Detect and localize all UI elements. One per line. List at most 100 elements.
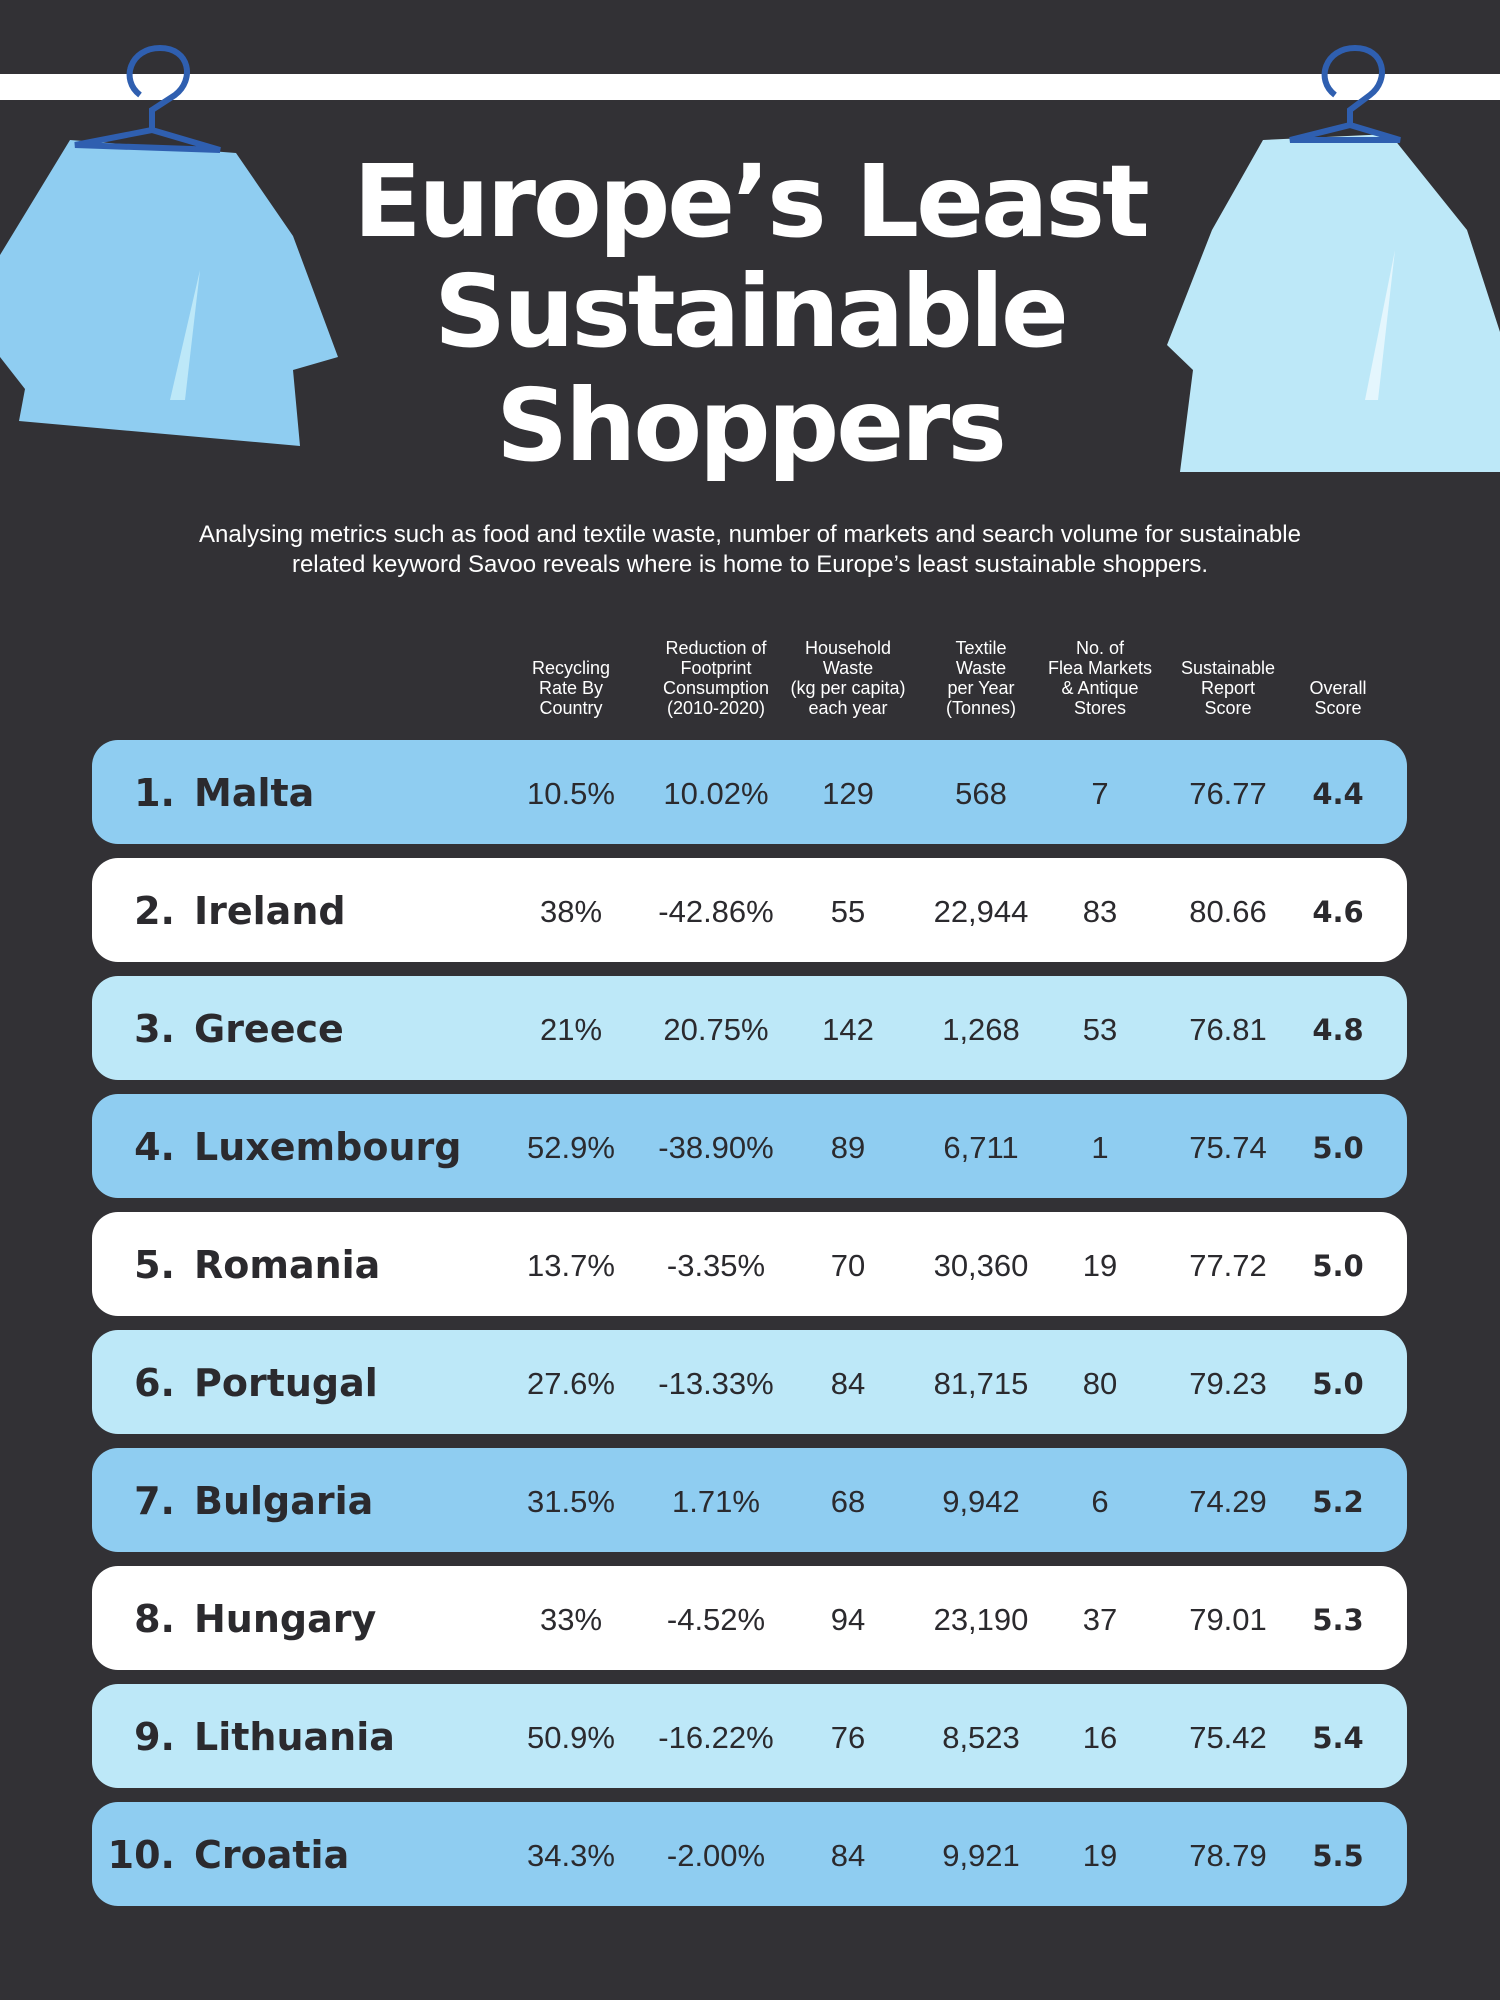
cell: 80.66 bbox=[1189, 894, 1267, 929]
row-background bbox=[92, 1448, 1407, 1552]
rank: 4. bbox=[134, 1125, 175, 1169]
cell: 74.29 bbox=[1189, 1484, 1267, 1519]
table-row: 8. Hungary 33% -4.52% 94 23,190 37 79.01 5.3 bbox=[92, 1566, 1407, 1670]
table-row: 3. Greece 21% 20.75% 142 1,268 53 76.81 4.8 bbox=[92, 976, 1407, 1080]
column-header: Score bbox=[1204, 698, 1251, 718]
title-line: Europe’s Least bbox=[353, 143, 1148, 260]
cell: 6,711 bbox=[943, 1130, 1018, 1165]
cell: 10.5% bbox=[527, 776, 615, 811]
column-header: Report bbox=[1201, 678, 1255, 698]
country: Bulgaria bbox=[194, 1479, 373, 1523]
cell: -16.22% bbox=[658, 1720, 773, 1755]
overall-score: 5.4 bbox=[1312, 1721, 1363, 1755]
cell: 9,942 bbox=[942, 1484, 1020, 1519]
overall-score: 5.0 bbox=[1312, 1131, 1363, 1165]
country: Portugal bbox=[194, 1361, 378, 1405]
cell: 129 bbox=[822, 776, 874, 811]
cell: 77.72 bbox=[1189, 1248, 1267, 1283]
row-background bbox=[92, 1212, 1407, 1316]
country: Hungary bbox=[194, 1597, 376, 1641]
column-header: (Tonnes) bbox=[946, 698, 1016, 718]
column-header: Recycling bbox=[532, 658, 610, 678]
rank: 9. bbox=[134, 1715, 175, 1759]
cell: 6 bbox=[1091, 1484, 1108, 1519]
cell: 21% bbox=[540, 1012, 602, 1047]
cell: 19 bbox=[1083, 1248, 1117, 1283]
column-header: Textile bbox=[955, 638, 1006, 658]
row-background bbox=[92, 1094, 1407, 1198]
table-row: 10. Croatia 34.3% -2.00% 84 9,921 19 78.79 5.5 bbox=[92, 1802, 1407, 1906]
table-row: 6. Portugal 27.6% -13.33% 84 81,715 80 79.23 5.0 bbox=[92, 1330, 1407, 1434]
cell: -42.86% bbox=[658, 894, 773, 929]
cell: 1 bbox=[1091, 1130, 1108, 1165]
country: Greece bbox=[194, 1007, 344, 1051]
cell: 37 bbox=[1083, 1602, 1117, 1637]
cell: 22,944 bbox=[934, 894, 1029, 929]
cell: 33% bbox=[540, 1602, 602, 1637]
column-header: No. of bbox=[1076, 638, 1125, 658]
shirt bbox=[1167, 134, 1500, 472]
cell: 34.3% bbox=[527, 1838, 615, 1873]
rail bbox=[0, 74, 1500, 100]
cell: 79.23 bbox=[1189, 1366, 1267, 1401]
cell: 70 bbox=[831, 1248, 865, 1283]
cell: 81,715 bbox=[934, 1366, 1029, 1401]
cell: 1,268 bbox=[942, 1012, 1020, 1047]
column-header: Rate By bbox=[539, 678, 603, 698]
cell: 84 bbox=[831, 1838, 865, 1873]
column-header: Overall bbox=[1309, 678, 1366, 698]
title-line: Sustainable bbox=[434, 253, 1066, 370]
shirt-shine bbox=[170, 270, 200, 400]
column-header: Consumption bbox=[663, 678, 769, 698]
overall-score: 5.0 bbox=[1312, 1367, 1363, 1401]
cell: 76.77 bbox=[1189, 776, 1267, 811]
title-line: Shoppers bbox=[496, 367, 1004, 484]
table-row: 4. Luxembourg 52.9% -38.90% 89 6,711 1 75.74 5.0 bbox=[92, 1094, 1407, 1198]
cell: 7 bbox=[1091, 776, 1108, 811]
overall-score: 4.4 bbox=[1312, 777, 1363, 811]
cell: 27.6% bbox=[527, 1366, 615, 1401]
cell: -38.90% bbox=[658, 1130, 773, 1165]
column-header: Stores bbox=[1074, 698, 1126, 718]
cell: 84 bbox=[831, 1366, 865, 1401]
column-header: per Year bbox=[947, 678, 1014, 698]
cell: 10.02% bbox=[663, 776, 768, 811]
column-header: Score bbox=[1314, 698, 1361, 718]
country: Malta bbox=[194, 771, 314, 815]
column-header: Flea Markets bbox=[1048, 658, 1152, 678]
cell: 23,190 bbox=[934, 1602, 1029, 1637]
cell: 76 bbox=[831, 1720, 865, 1755]
cell: -13.33% bbox=[658, 1366, 773, 1401]
rank: 2. bbox=[134, 889, 175, 933]
country: Croatia bbox=[194, 1833, 349, 1877]
row-background bbox=[92, 1802, 1407, 1906]
table-row: 7. Bulgaria 31.5% 1.71% 68 9,942 6 74.29 5.2 bbox=[92, 1448, 1407, 1552]
country: Romania bbox=[194, 1243, 380, 1287]
cell: 75.42 bbox=[1189, 1720, 1267, 1755]
cell: 20.75% bbox=[663, 1012, 768, 1047]
cell: -4.52% bbox=[667, 1602, 765, 1637]
cell: 89 bbox=[831, 1130, 865, 1165]
cell: 78.79 bbox=[1189, 1838, 1267, 1873]
cell: 568 bbox=[955, 776, 1007, 811]
cell: 13.7% bbox=[527, 1248, 615, 1283]
subtitle-line: related keyword Savoo reveals where is h… bbox=[292, 551, 1208, 578]
column-header: Waste bbox=[823, 658, 873, 678]
cell: 80 bbox=[1083, 1366, 1117, 1401]
table-row: 2. Ireland 38% -42.86% 55 22,944 83 80.66 4.6 bbox=[92, 858, 1407, 962]
cell: 76.81 bbox=[1189, 1012, 1267, 1047]
row-background bbox=[92, 1330, 1407, 1434]
subtitle-line: Analysing metrics such as food and texti… bbox=[199, 521, 1301, 548]
cell: 30,360 bbox=[934, 1248, 1029, 1283]
column-header: Household bbox=[805, 638, 891, 658]
cell: 1.71% bbox=[672, 1484, 760, 1519]
cell: 79.01 bbox=[1189, 1602, 1267, 1637]
cell: 53 bbox=[1083, 1012, 1117, 1047]
row-background bbox=[92, 1566, 1407, 1670]
rank: 1. bbox=[134, 771, 175, 815]
row-background bbox=[92, 1684, 1407, 1788]
rank: 7. bbox=[134, 1479, 175, 1523]
cell: -3.35% bbox=[667, 1248, 765, 1283]
